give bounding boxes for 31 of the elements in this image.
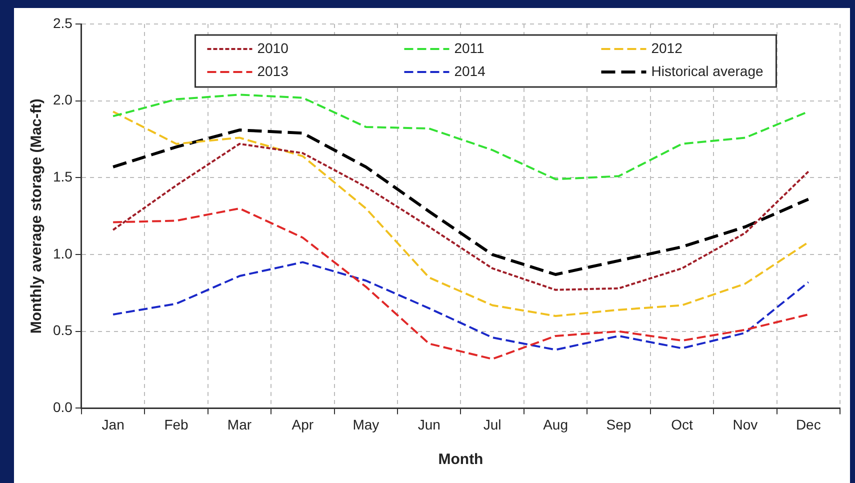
legend-label: 2014 <box>454 62 486 79</box>
x-axis-title: Month <box>438 451 484 468</box>
y-tick-label: 2.5 <box>52 14 73 31</box>
y-tick-label: 2.0 <box>52 92 73 108</box>
y-tick-label: 1.0 <box>52 245 73 262</box>
x-tick-label: Feb <box>164 416 189 432</box>
legend-label: 2010 <box>257 40 289 56</box>
x-tick-label: Oct <box>671 416 693 432</box>
x-tick-label: Jul <box>483 416 502 432</box>
x-tick-label: May <box>352 416 380 432</box>
legend-label: 2012 <box>651 40 683 56</box>
x-tick-label: Jun <box>418 416 440 432</box>
legend-label: Historical average <box>651 62 764 79</box>
line-series <box>112 128 810 276</box>
x-tick-label: Aug <box>543 416 568 432</box>
x-tick-label: Jan <box>102 416 124 432</box>
legend-label: 2011 <box>454 40 485 56</box>
x-tick-label: Dec <box>796 416 821 432</box>
y-axis-title: Monthly average storage (Mac-ft) <box>28 98 46 334</box>
line-series <box>112 142 810 291</box>
x-tick-label: Apr <box>292 416 314 432</box>
x-tick-label: Nov <box>732 416 758 432</box>
x-tick-label: Mar <box>227 416 252 432</box>
line-series <box>112 110 810 317</box>
y-tick-label: 0.5 <box>52 322 73 338</box>
legend-label: 2013 <box>257 62 289 79</box>
line-series <box>112 261 810 351</box>
x-tick-label: Sep <box>606 416 632 432</box>
y-tick-label: 1.5 <box>52 168 73 185</box>
line-series <box>112 207 810 360</box>
y-tick-label: 0.0 <box>52 399 73 416</box>
